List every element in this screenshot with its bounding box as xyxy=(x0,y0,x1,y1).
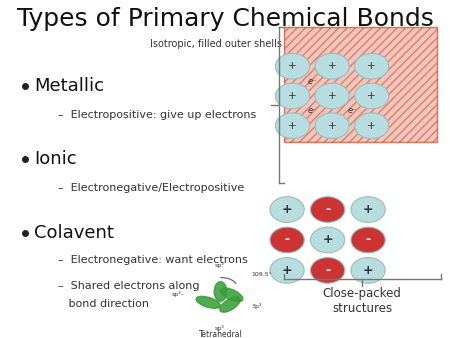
Text: Colavent: Colavent xyxy=(34,224,113,242)
Text: +: + xyxy=(367,121,376,131)
Text: Ionic: Ionic xyxy=(34,150,76,168)
Circle shape xyxy=(355,83,389,109)
Text: +: + xyxy=(288,91,297,101)
Text: +: + xyxy=(282,264,292,277)
Text: –  Electronegative/Electropositive: – Electronegative/Electropositive xyxy=(58,183,245,193)
Circle shape xyxy=(310,258,345,283)
Circle shape xyxy=(275,53,310,79)
Text: +: + xyxy=(367,91,376,101)
Text: +: + xyxy=(288,121,297,131)
Circle shape xyxy=(275,83,310,109)
Text: –  Electronegative: want electrons: – Electronegative: want electrons xyxy=(58,255,248,265)
Text: +: + xyxy=(328,121,337,131)
Text: -: - xyxy=(325,203,330,216)
Text: sp³: sp³ xyxy=(215,262,225,268)
Text: +: + xyxy=(288,61,297,71)
Text: bond direction: bond direction xyxy=(58,299,149,309)
Circle shape xyxy=(270,227,304,253)
Text: e⁻: e⁻ xyxy=(307,77,317,86)
Ellipse shape xyxy=(220,297,240,312)
Text: +: + xyxy=(363,264,374,277)
Circle shape xyxy=(270,258,304,283)
Text: Isotropic, filled outer shells: Isotropic, filled outer shells xyxy=(150,39,282,49)
Circle shape xyxy=(355,53,389,79)
Text: –  Electropositive: give up electrons: – Electropositive: give up electrons xyxy=(58,110,257,120)
Ellipse shape xyxy=(214,282,227,301)
Text: Metallic: Metallic xyxy=(34,77,104,95)
Text: +: + xyxy=(363,203,374,216)
Circle shape xyxy=(275,113,310,139)
Text: +: + xyxy=(328,61,337,71)
FancyBboxPatch shape xyxy=(284,27,436,142)
Text: sp³–: sp³– xyxy=(171,291,184,297)
Text: sp³: sp³ xyxy=(215,324,225,331)
Circle shape xyxy=(315,53,349,79)
Text: Close-packed
structures: Close-packed structures xyxy=(323,287,402,315)
Circle shape xyxy=(351,227,385,253)
Text: +: + xyxy=(282,203,292,216)
Text: -: - xyxy=(325,264,330,277)
Text: Types of Primary Chemical Bonds: Types of Primary Chemical Bonds xyxy=(17,6,433,31)
Ellipse shape xyxy=(196,296,220,308)
Circle shape xyxy=(315,83,349,109)
Circle shape xyxy=(355,113,389,139)
Text: +: + xyxy=(328,91,337,101)
Text: -: - xyxy=(365,234,371,246)
Text: e⁻: e⁻ xyxy=(307,106,317,115)
Text: e⁻: e⁻ xyxy=(347,106,357,115)
Circle shape xyxy=(310,197,345,222)
Ellipse shape xyxy=(220,288,243,301)
Text: 109.5°: 109.5° xyxy=(251,272,272,277)
Circle shape xyxy=(270,197,304,222)
Text: +: + xyxy=(367,61,376,71)
Text: 3p³: 3p³ xyxy=(251,303,261,309)
Text: +: + xyxy=(322,234,333,246)
Text: Tetrahedral: Tetrahedral xyxy=(198,330,243,338)
Circle shape xyxy=(310,227,345,253)
Circle shape xyxy=(351,197,385,222)
Circle shape xyxy=(315,113,349,139)
Text: –  Shared electrons along: – Shared electrons along xyxy=(58,281,200,291)
Text: -: - xyxy=(284,234,290,246)
Circle shape xyxy=(351,258,385,283)
